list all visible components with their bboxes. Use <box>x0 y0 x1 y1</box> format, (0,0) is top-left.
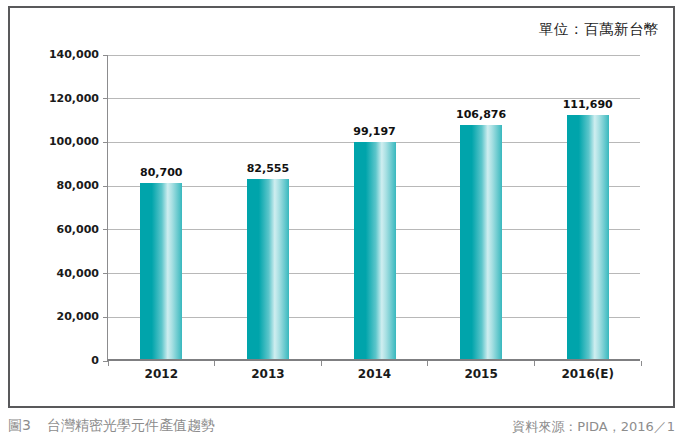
figure-title: 台灣精密光學元件產值趨勢 <box>47 417 215 435</box>
y-axis-tick <box>103 55 108 56</box>
y-axis-label: 0 <box>29 354 99 367</box>
gridline <box>108 55 640 56</box>
bar-2012 <box>140 183 182 359</box>
x-axis-label: 2015 <box>428 367 534 381</box>
y-axis-label: 120,000 <box>29 92 99 105</box>
source-label: 資料來源：PIDA，2016／1 <box>512 418 675 436</box>
y-axis-tick <box>103 142 108 143</box>
x-axis-tick <box>641 361 642 366</box>
x-axis-label: 2014 <box>322 367 428 381</box>
y-axis-tick <box>103 186 108 187</box>
y-axis-tick <box>103 273 108 274</box>
y-axis-label: 20,000 <box>29 310 99 323</box>
x-axis-tick <box>427 361 428 366</box>
y-axis-label: 140,000 <box>29 48 99 61</box>
x-axis-label: 2016(E) <box>535 367 641 381</box>
y-axis-label: 60,000 <box>29 223 99 236</box>
y-axis-label: 100,000 <box>29 135 99 148</box>
figure-frame: 單位：百萬新台幣 020,00040,00060,00080,000100,00… <box>8 6 675 408</box>
y-axis-tick <box>103 317 108 318</box>
bar-2015 <box>460 125 502 359</box>
x-axis-label: 2013 <box>215 367 321 381</box>
x-axis-tick <box>321 361 322 366</box>
x-axis-tick <box>534 361 535 366</box>
x-axis-tick <box>108 361 109 366</box>
bar-value-label: 106,876 <box>436 108 526 121</box>
bar-2016(E) <box>567 115 609 359</box>
plot-area: 020,00040,00060,00080,000100,000120,0001… <box>107 55 640 361</box>
figure-number: 圖3 <box>8 417 31 435</box>
bar-value-label: 99,197 <box>330 125 420 138</box>
unit-label: 單位：百萬新台幣 <box>539 20 659 39</box>
bar-value-label: 80,700 <box>116 166 206 179</box>
bar-2014 <box>354 142 396 359</box>
figure-caption: 圖3 台灣精密光學元件產值趨勢 資料來源：PIDA，2016／1 <box>8 417 675 435</box>
bar-value-label: 82,555 <box>223 162 313 175</box>
bar-2013 <box>247 179 289 359</box>
x-axis-label: 2012 <box>108 367 214 381</box>
y-axis-label: 80,000 <box>29 179 99 192</box>
y-axis-tick <box>103 229 108 230</box>
bar-value-label: 111,690 <box>543 98 633 111</box>
x-axis-tick <box>214 361 215 366</box>
y-axis-label: 40,000 <box>29 267 99 280</box>
y-axis-tick <box>103 98 108 99</box>
